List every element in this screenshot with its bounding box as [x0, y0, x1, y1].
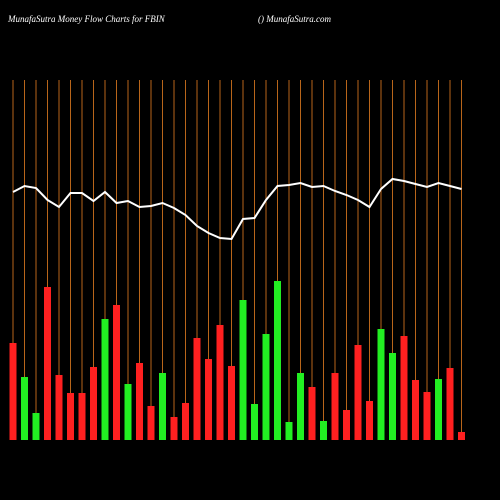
bar [193, 338, 201, 440]
bar [400, 336, 408, 440]
bar [320, 421, 327, 440]
bar [182, 403, 189, 440]
bar [354, 345, 362, 440]
money-flow-line [12, 177, 462, 241]
bar [412, 380, 419, 440]
bar [389, 353, 396, 440]
chart-title: MunafaSutra Money Flow Charts for FBIN [7, 14, 166, 24]
bar [101, 319, 109, 440]
bar [446, 368, 454, 440]
bar [377, 329, 385, 440]
bar [297, 373, 304, 440]
bar [170, 417, 178, 440]
bar [55, 375, 63, 440]
bar [90, 367, 97, 440]
bar [285, 422, 293, 440]
bar [124, 384, 132, 440]
bar [274, 281, 281, 440]
bar [136, 363, 143, 440]
bar [423, 392, 431, 440]
bar [366, 401, 373, 440]
chart-subtitle: () MunafaSutra.com [258, 14, 331, 24]
bar [159, 373, 166, 440]
bar [228, 366, 235, 440]
bar [113, 305, 120, 440]
bar [78, 393, 86, 440]
bar [308, 387, 316, 440]
bar [216, 325, 224, 440]
bar [458, 432, 465, 440]
bar [44, 287, 51, 440]
bar [67, 393, 74, 440]
bar [239, 300, 247, 440]
bar [9, 343, 17, 440]
bar [435, 379, 442, 440]
bar [343, 410, 350, 440]
bar [251, 404, 258, 440]
bar [32, 413, 40, 440]
bar [262, 334, 270, 440]
bar [331, 373, 339, 440]
bar [21, 377, 28, 440]
bar [205, 359, 212, 440]
bar [147, 406, 155, 440]
